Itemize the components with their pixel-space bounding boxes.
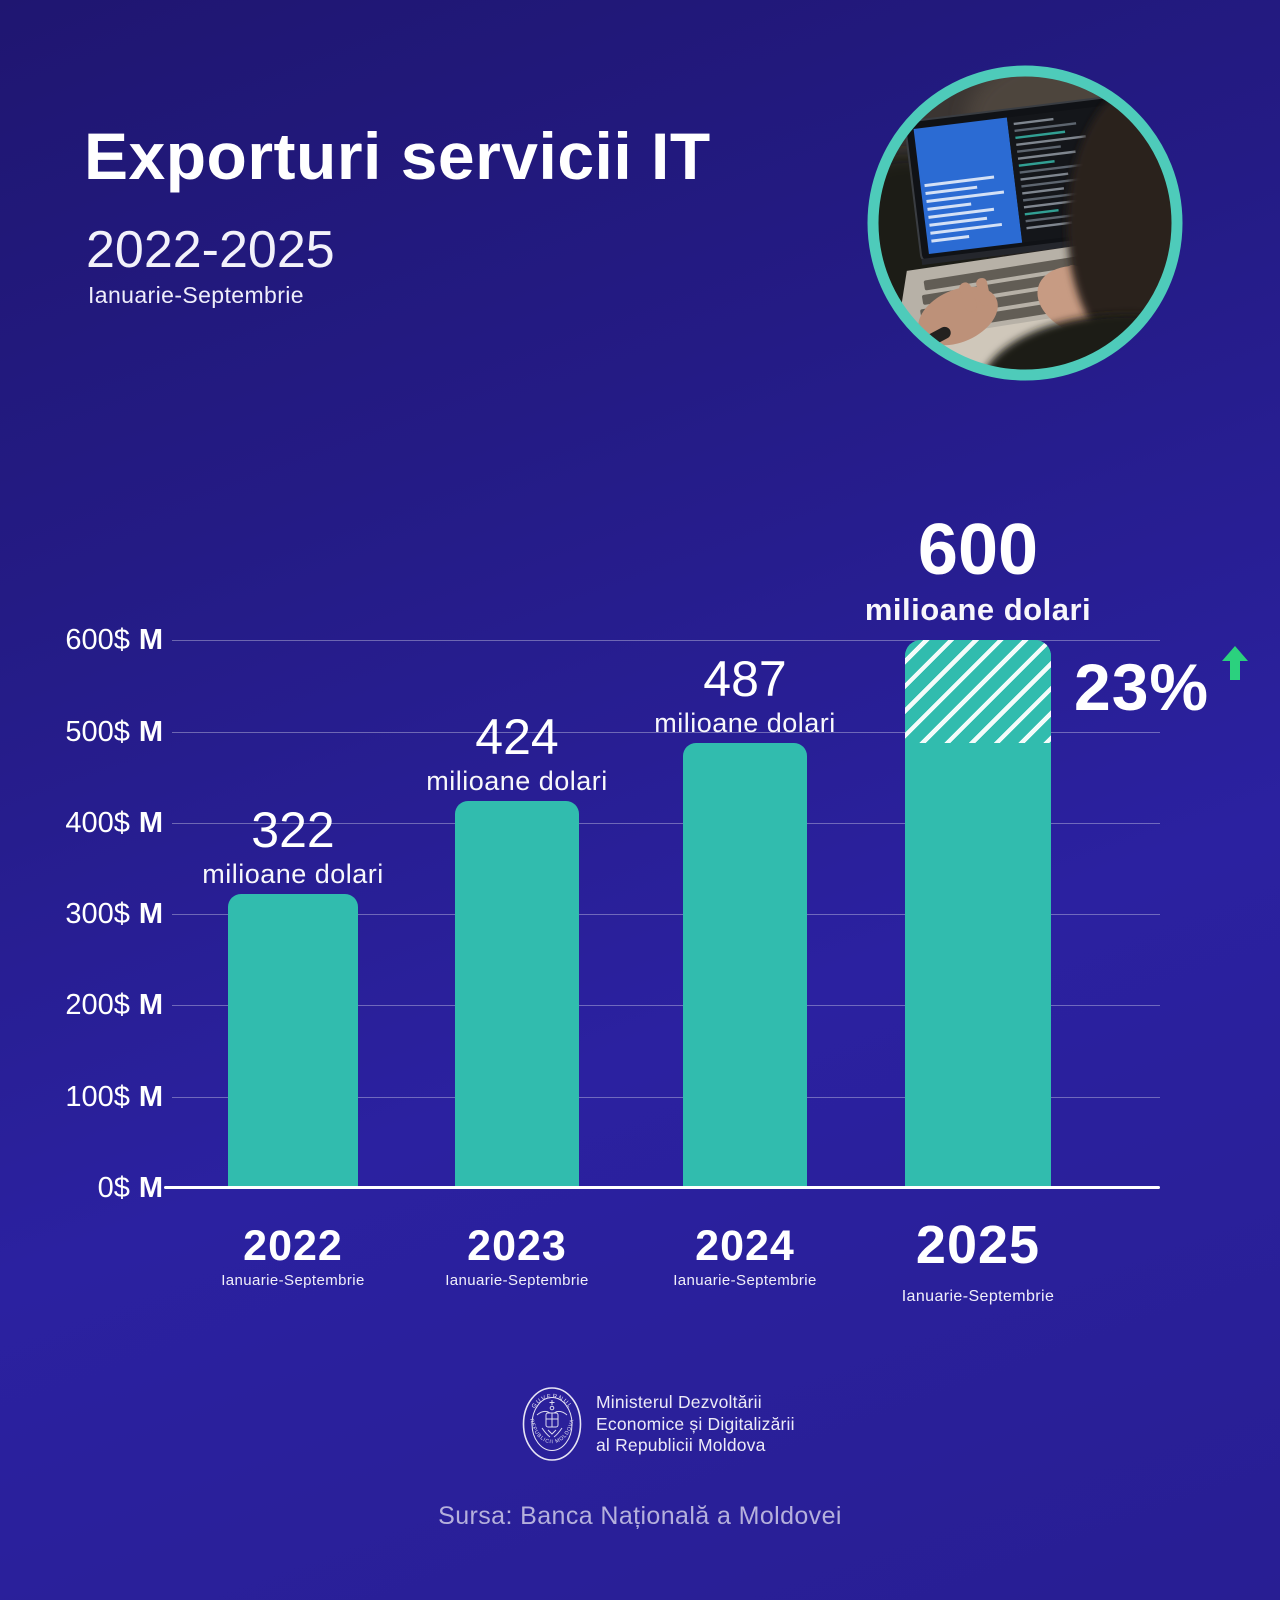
bar-2023 [455,800,579,1188]
source-credit: Sursa: Banca Națională a Moldovei [438,1502,842,1530]
x-sublabel-2025: Ianuarie-Septembrie [901,1288,1055,1305]
x-sublabel-2023: Ianuarie-Septembrie [445,1272,589,1289]
gridline-400 [172,822,1160,824]
bar-value-label-2023: 424 milioane dolari [317,711,717,795]
moldova-government-seal: GUVERNUL REPUBLICII MOLDOVA [522,1386,582,1462]
bar-2022 [228,894,358,1188]
arrow-up-icon [1222,646,1249,680]
bar-value: 600 [917,510,1039,591]
bar-value-label-2024: 487 milioane dolari [545,653,945,737]
bar-value-unit: milioane dolari [426,765,608,796]
y-tick-label-400: 400$ M [65,806,163,839]
ministry-line-2: Economice și Digitalizării [596,1413,795,1434]
gridline-500 [172,731,1160,733]
photo-ring [867,65,1183,381]
gridline-300 [172,914,1160,916]
ministry-line-1: Ministerul Dezvoltării [596,1392,762,1412]
gridline-200 [172,1005,1160,1007]
gridline-600 [172,640,1160,642]
x-label-2023: 2023 [467,1222,567,1270]
x-sublabel-2022: Ianuarie-Septembrie [221,1272,365,1289]
x-label-2022: 2022 [243,1222,343,1270]
bar-value: 322 [251,801,335,858]
projection-hatch [905,640,1051,744]
x-label-2025: 2025 [915,1215,1041,1275]
subtitle-years: 2022-2025 [86,221,335,279]
y-tick-label-100: 100$ M [65,1080,163,1113]
x-sublabel-2024: Ianuarie-Septembrie [673,1272,817,1289]
bar-value-unit: milioane dolari [654,708,836,739]
y-tick-label-200: 200$ M [65,989,163,1022]
y-tick-label-600: 600$ M [65,624,163,657]
subtitle-period: Ianuarie-Septembrie [88,282,304,308]
growth-annotation: 23% [1074,646,1249,724]
ministry-name: Ministerul Dezvoltării Economice și Digi… [596,1392,795,1457]
bar-value-unit: milioane dolari [202,858,384,889]
bar-value-label-2022: 322 milioane dolari [93,804,493,888]
x-axis-baseline [164,1186,1160,1189]
bar-value: 487 [703,651,787,708]
y-tick-label-300: 300$ M [65,898,163,931]
growth-percent: 23% [1074,650,1210,724]
coat-of-arms [536,1400,568,1438]
ministry-line-3: al Republicii Moldova [596,1435,766,1455]
bar-value-label-2025: 600 milioane dolari [778,513,1178,626]
seal-graphic: GUVERNUL REPUBLICII MOLDOVA [522,1387,582,1461]
y-tick-label-500: 500$ M [65,715,163,748]
gridline-100 [172,1096,1160,1098]
page-title: Exporturi servicii IT [84,119,711,193]
bar-value: 424 [475,708,559,765]
x-label-2024: 2024 [695,1222,795,1270]
hero-photo [866,64,1184,382]
bar-value-unit: milioane dolari [864,591,1092,627]
y-tick-label-0: 0$ M [97,1172,163,1204]
developer-laptop-photo-illustration [867,65,1183,381]
bar-2024 [683,743,807,1188]
